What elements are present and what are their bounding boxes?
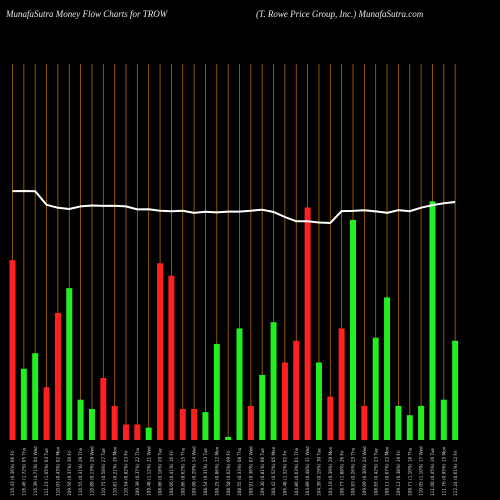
x-tick-label: 109.56 (0.37%) 30 Fri (67, 450, 72, 496)
money-flow-bar (179, 409, 186, 440)
money-flow-bar (304, 207, 311, 440)
x-tick-label: 108.86 (0.18%) 20 Tue (158, 448, 163, 496)
chart-subtitle: (T. Rowe Price Group, Inc.) MunafaSutra.… (256, 9, 424, 19)
money-flow-bar (66, 288, 73, 440)
x-tick-label: 110.03 (0.43%) 02 Mon (56, 446, 61, 496)
x-tick-label: 108.91 (0.36%) 07 Wed (248, 446, 253, 496)
x-tick-label: 110.55 (0.31%) 29 Thu (78, 447, 83, 496)
x-tick-label: 110.89 (0.13%) 28 Wed (90, 446, 95, 496)
x-tick-label: 110.81 (0.21%) 26 Mon (112, 446, 117, 496)
x-axis-labels: 116.43 (0.36%) 06 Fri 116.46 (1.72%) 05 T… (10, 446, 458, 496)
x-tick-label: 116.39 (4.71%) 04 Wed (33, 446, 38, 496)
money-flow-bar (20, 368, 27, 440)
x-tick-label: 110.54 (0.82%) 23 Fri (124, 450, 129, 496)
x-tick-label: 108.65 (0.42%) 23 Tue (373, 448, 378, 496)
money-flow-bar (259, 374, 266, 440)
x-tick-label: 108.08 (0.29%) 14 Wed (192, 446, 197, 496)
money-flow-bar (418, 405, 425, 440)
x-tick-label: 108.58 (0.02%) 09 Fri (226, 450, 231, 496)
money-flow-bar (293, 340, 300, 440)
money-flow-bar (213, 343, 220, 440)
money-flow-bar (350, 219, 356, 440)
money-flow-bar (236, 328, 243, 440)
x-tick-label: 104.86 (0.03%) 01 Thu (294, 447, 299, 496)
money-flow-bar (191, 409, 198, 440)
x-tick-label: 109.30 (0.81%) 06 Tue (260, 448, 265, 496)
money-flow-bar (315, 362, 322, 440)
x-tick-label: 110.75 (0.58%) 27 Tue (101, 448, 106, 496)
x-tick-label: 108.83 (0.26%) 25 Thu (351, 447, 356, 496)
money-flow-bar (32, 353, 39, 440)
x-tick-label: 108.11 (0.07%) 22 Mon (385, 446, 390, 496)
money-flow-bar (270, 322, 277, 440)
x-tick-label: 111.15 (1.05%) 03 Tue (44, 448, 49, 496)
money-flow-bar (88, 409, 95, 440)
money-flow-bar (134, 424, 141, 440)
money-flow-bar (111, 405, 118, 440)
money-flow-bar (395, 405, 402, 440)
x-tick-label: 108.77 (1.88%) 26 Fri (339, 450, 344, 496)
money-flow-bar (168, 275, 175, 440)
money-flow-bar (338, 328, 345, 440)
x-tick-label: 108.25 (0.86%) 12 Mon (214, 446, 219, 496)
money-flow-bar (452, 340, 459, 440)
x-tick-label: 111.76 (0.95%) 15 Mon (441, 446, 446, 496)
money-flow-bar (372, 337, 379, 440)
x-tick-label: 104.39 (0.19%) 30 Tue (317, 448, 322, 496)
money-flow-bar (157, 263, 164, 440)
x-tick-label: 116.43 (0.36%) 06 Fri (10, 450, 15, 496)
x-tick-label: 108.42 (0.52%) 05 Mon (271, 446, 276, 496)
x-tick-label: 108.66 (0.41%) 16 Fri (169, 450, 174, 496)
money-flow-bar (145, 427, 152, 440)
money-flow-bar (247, 405, 254, 440)
money-flow-bar (77, 399, 84, 440)
x-tick-label: 104.19 (0.39%) 29 Mon (328, 446, 333, 496)
money-flow-bar (429, 201, 436, 440)
x-tick-label: 109.39 (0.37%) 22 Thu (135, 447, 140, 496)
money-flow-bar (225, 436, 232, 440)
money-flow-bar (9, 260, 16, 440)
x-tick-label: 109.12 (0.38%) 19 Fri (396, 450, 401, 496)
money-flow-bar (327, 396, 334, 440)
x-tick-label: 106.48 (1.52%) 02 Fri (283, 450, 288, 496)
money-flow-bar (384, 297, 391, 440)
x-tick-label: 109.48 (1.12%) 21 Wed (146, 446, 151, 496)
money-flow-bar (440, 399, 447, 440)
money-flow-bar (406, 415, 413, 440)
money-flow-bar (281, 362, 288, 440)
x-tick-label: 111.00 (0.45%) 16 Tue (430, 448, 435, 496)
money-flow-bar (54, 312, 61, 440)
price-line (12, 189, 456, 225)
x-tick-label: 110.05 (1.10%) 17 Wed (419, 446, 424, 496)
chart-title: MunafaSutra Money Flow Charts for TROW (6, 9, 168, 19)
x-tick-label: 109.09 (0.30%) 24 Wed (362, 446, 367, 496)
x-tick-label: 116.46 (1.72%) 05 Thu (21, 447, 26, 496)
money-flow-bars (9, 201, 459, 440)
money-flow-bar (123, 424, 129, 440)
x-tick-label: 108.54 (0.31%) 13 Tue (203, 448, 208, 496)
money-flow-bar (202, 412, 209, 440)
money-flow-bar (361, 405, 368, 440)
x-tick-label: 108.86 (0.62%) 15 Thu (180, 447, 185, 496)
x-tick-label: 108.55 (0.33%) 08 Thu (237, 447, 242, 496)
money-flow-bar (43, 387, 50, 440)
money-flow-bar (100, 378, 107, 440)
x-tick-label: 112.24 (0.61%) 12 Fri (453, 450, 458, 496)
x-tick-label: 104.89 (0.48%) 31 Wed (305, 446, 310, 496)
x-tick-label: 108.71 (1.10%) 18 Thu (407, 447, 412, 496)
